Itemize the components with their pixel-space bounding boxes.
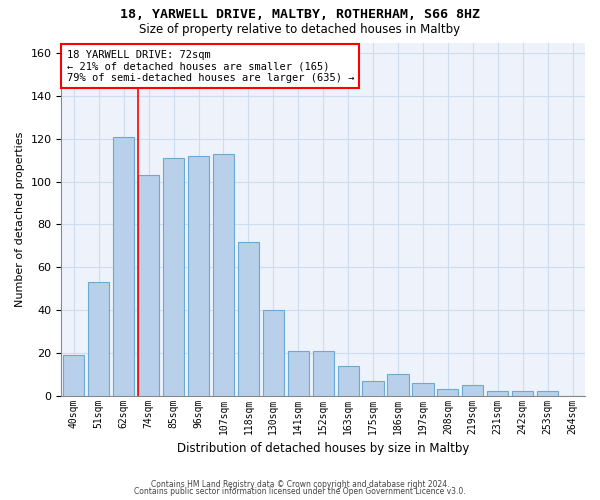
- Bar: [537, 392, 558, 396]
- Y-axis label: Number of detached properties: Number of detached properties: [15, 132, 25, 307]
- Bar: [287, 350, 309, 396]
- Bar: [238, 242, 259, 396]
- Text: 18 YARWELL DRIVE: 72sqm
← 21% of detached houses are smaller (165)
79% of semi-d: 18 YARWELL DRIVE: 72sqm ← 21% of detache…: [67, 50, 354, 83]
- Bar: [163, 158, 184, 396]
- Bar: [263, 310, 284, 396]
- Bar: [313, 350, 334, 396]
- Bar: [512, 392, 533, 396]
- Text: 18, YARWELL DRIVE, MALTBY, ROTHERHAM, S66 8HZ: 18, YARWELL DRIVE, MALTBY, ROTHERHAM, S6…: [120, 8, 480, 20]
- Text: Contains public sector information licensed under the Open Government Licence v3: Contains public sector information licen…: [134, 487, 466, 496]
- Bar: [412, 383, 434, 396]
- Bar: [388, 374, 409, 396]
- Bar: [113, 136, 134, 396]
- Bar: [437, 389, 458, 396]
- Bar: [362, 380, 383, 396]
- Bar: [338, 366, 359, 396]
- Bar: [462, 385, 484, 396]
- Bar: [88, 282, 109, 396]
- Text: Contains HM Land Registry data © Crown copyright and database right 2024.: Contains HM Land Registry data © Crown c…: [151, 480, 449, 489]
- Bar: [213, 154, 234, 396]
- X-axis label: Distribution of detached houses by size in Maltby: Distribution of detached houses by size …: [177, 442, 469, 455]
- Bar: [487, 392, 508, 396]
- Bar: [63, 355, 85, 396]
- Bar: [138, 175, 159, 396]
- Bar: [188, 156, 209, 396]
- Text: Size of property relative to detached houses in Maltby: Size of property relative to detached ho…: [139, 22, 461, 36]
